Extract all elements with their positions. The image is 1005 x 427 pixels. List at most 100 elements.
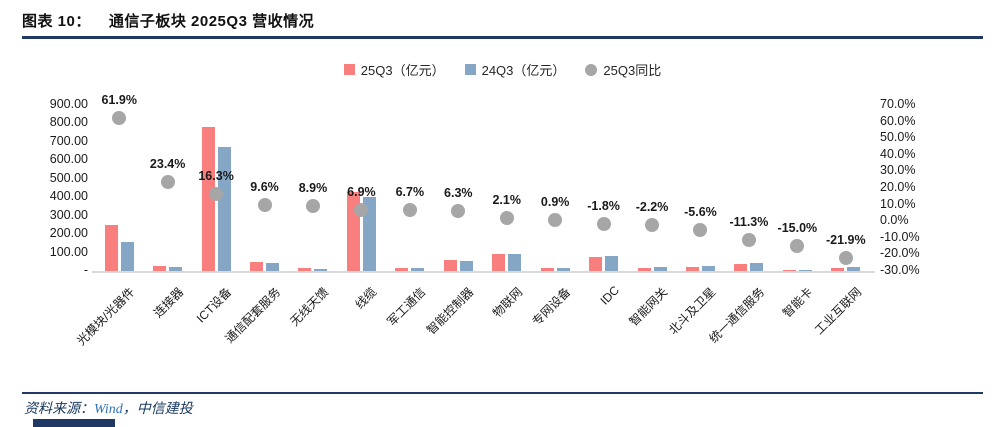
bar-25q3 [250,261,264,271]
bar-24q3 [217,147,231,271]
left-axis-tick: 900.00 [49,97,88,111]
right-axis-tick: 40.0% [880,146,916,161]
yoy-dot [209,187,224,202]
right-axis-tick: -10.0% [880,229,920,244]
category-label: ICT设备 [193,284,235,326]
yoy-data-label: -21.9% [825,232,866,247]
yoy-dot [838,250,853,265]
category-label: 智能控制器 [424,284,477,338]
left-axis-tick: 500.00 [49,170,88,185]
chart-legend: 25Q3（亿元） 24Q3（亿元） 25Q3同比 [0,60,1005,79]
source-prefix: 资料来源： [24,402,94,417]
yoy-dot [548,212,563,227]
yoy-data-label: 8.9% [298,181,328,196]
yoy-data-label: -11.3% [729,214,769,229]
left-axis-tick: 700.00 [49,133,88,148]
yoy-dot [257,198,272,213]
title-divider [22,36,983,39]
category-label: 专网设备 [529,284,574,329]
bar-25q3 [734,264,748,271]
right-axis-tick: 10.0% [880,196,916,211]
yoy-data-label: -15.0% [777,221,818,236]
left-axis-tick: 800.00 [49,115,88,130]
yoy-dot [693,223,708,238]
legend-circle-marker-icon [585,63,598,76]
category-label: 智能卡 [780,284,816,321]
bar-25q3 [443,259,457,271]
bar-25q3 [782,269,796,271]
left-axis-tick: 100.00 [49,244,88,259]
yoy-dot [451,203,466,218]
right-axis-tick: 70.0% [880,97,916,111]
bar-24q3 [508,254,522,271]
yoy-data-label: 6.9% [347,184,376,199]
figure-title-text: 通信子板块 2025Q3 营收情况 [108,13,315,30]
yoy-dot [596,217,611,232]
category-label: 线缆 [352,284,380,312]
right-axis-tick: 20.0% [880,180,916,194]
next-section-band-partial [33,419,115,427]
legend-square-marker-icon [464,64,476,75]
yoy-data-label: -2.2% [635,199,669,214]
bar-24q3 [362,196,376,271]
source-org: 中信建投 [136,402,193,417]
bar-25q3 [298,268,312,271]
bar-24q3 [798,269,812,271]
legend-item-2: 25Q3同比 [585,60,661,79]
yoy-data-label: 2.1% [492,192,521,207]
bar-24q3 [169,266,183,271]
left-axis-tick: 300.00 [49,207,88,222]
bar-25q3 [153,265,167,271]
bar-24q3 [556,268,570,271]
legend-label: 24Q3（亿元） [481,63,566,78]
right-axis-tick: -30.0% [880,263,920,277]
bar-24q3 [120,242,134,271]
yoy-data-label: 6.7% [395,185,425,200]
right-axis-tick: -20.0% [880,246,920,261]
bar-25q3 [201,127,215,271]
bar-25q3 [589,257,603,271]
footer-divider [22,392,983,394]
category-label: 工业互联网 [811,284,865,338]
left-axis-tick: 200.00 [49,226,88,241]
left-axis-tick: - [83,263,88,277]
bar-24q3 [266,262,280,271]
yoy-dot [741,232,756,247]
legend-label: 25Q3（亿元） [360,63,445,78]
bar-24q3 [605,256,619,271]
right-axis-tick: 50.0% [880,130,916,145]
figure-title: 图表 10： 通信子板块 2025Q3 营收情况 [22,10,314,31]
bar-24q3 [653,266,667,271]
legend-label: 25Q3同比 [603,63,662,78]
bar-24q3 [847,266,861,271]
bar-25q3 [540,268,554,271]
yoy-dot [112,111,127,126]
left-axis-tick: 400.00 [49,189,88,204]
bar-25q3 [831,267,845,271]
bar-25q3 [685,267,699,271]
category-label: 连接器 [150,284,186,321]
right-axis-tick: 60.0% [880,113,916,128]
source-separator: ， [122,402,137,417]
bar-24q3 [459,260,473,271]
source-wind: Wind [94,402,123,417]
category-label: 物联网 [489,284,526,321]
legend-item-1: 24Q3（亿元） [464,60,566,79]
yoy-data-label: -1.8% [587,199,620,214]
right-axis-tick: 30.0% [880,163,916,178]
bar-24q3 [750,263,764,271]
yoy-data-label: 6.3% [444,185,473,200]
bar-25q3 [395,268,409,271]
source-note: 资料来源：Wind，中信建投 [24,398,193,418]
legend-item-0: 25Q3（亿元） [343,60,445,79]
yoy-dot [645,217,660,232]
category-label: 光模块/光器件 [74,284,138,349]
yoy-dot [305,199,320,214]
bar-25q3 [492,254,506,271]
figure-number: 图表 10： [22,13,91,30]
yoy-dot [354,202,369,217]
category-label: 军工通信 [384,284,429,329]
yoy-data-label: -5.6% [684,205,717,220]
right-axis-tick: 0.0% [880,213,909,228]
bar-24q3 [314,268,328,271]
